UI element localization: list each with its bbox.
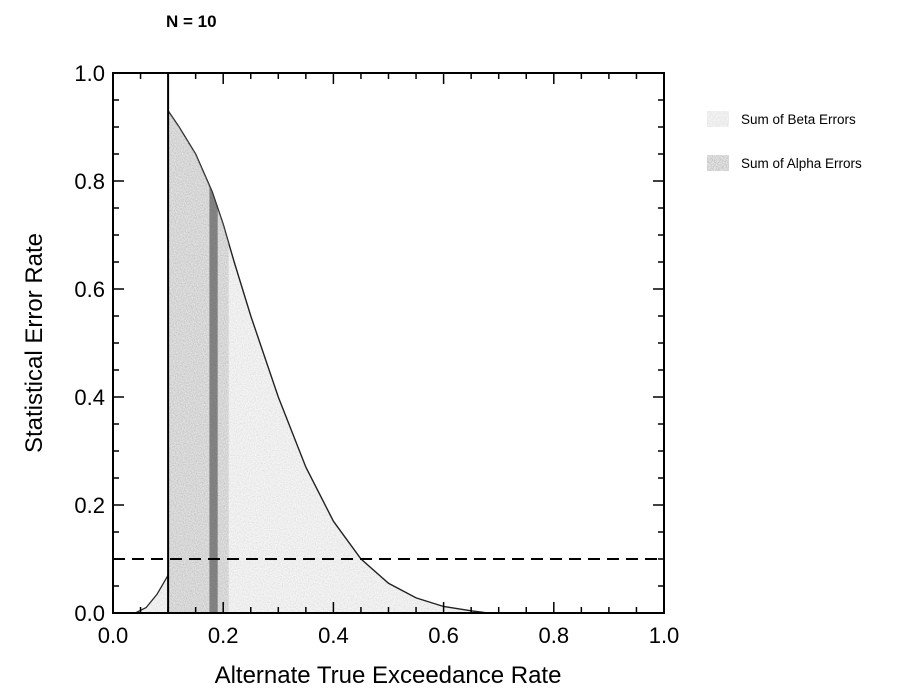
- x-tick-label: 0.6: [428, 623, 459, 648]
- area-sum-of-alpha-errors: [135, 575, 169, 613]
- y-tick-label: 0.8: [74, 169, 105, 194]
- area-sum-of-beta-errors: [168, 110, 488, 614]
- x-tick-label: 0.8: [539, 623, 570, 648]
- legend-label-alpha: Sum of Alpha Errors: [741, 156, 862, 171]
- y-tick-label: 0.4: [74, 385, 105, 410]
- legend: Sum of Beta Errors Sum of Alpha Errors: [707, 111, 862, 171]
- plot-area: [113, 73, 664, 614]
- x-axis-title: Alternate True Exceedance Rate: [215, 662, 562, 689]
- y-tick-label: 1.0: [74, 61, 105, 86]
- tick-labels: 0.0 0.2 0.4 0.6 0.8 1.0 0.0 0.2 0.4 0.6 0.8 1.0: [74, 61, 679, 648]
- chart-title: N = 10: [166, 12, 217, 31]
- x-tick-label: 0.2: [208, 623, 239, 648]
- axis-ticks: [112, 72, 665, 614]
- legend-item-beta: Sum of Beta Errors: [707, 111, 856, 127]
- x-tick-label: 0.0: [98, 623, 129, 648]
- legend-item-alpha: Sum of Alpha Errors: [707, 155, 862, 171]
- x-tick-label: 0.4: [318, 623, 349, 648]
- y-tick-label: 0.0: [74, 601, 105, 626]
- area-dark-shading-band: [168, 110, 229, 614]
- y-tick-label: 0.6: [74, 277, 105, 302]
- x-tick-label: 1.0: [649, 623, 680, 648]
- legend-label-beta: Sum of Beta Errors: [741, 112, 856, 127]
- y-axis-title: Statistical Error Rate: [21, 233, 48, 453]
- y-tick-label: 0.2: [74, 493, 105, 518]
- area-dark-stripe: [209, 185, 218, 613]
- legend-swatch-beta: [707, 111, 729, 127]
- legend-swatch-alpha: [707, 155, 729, 171]
